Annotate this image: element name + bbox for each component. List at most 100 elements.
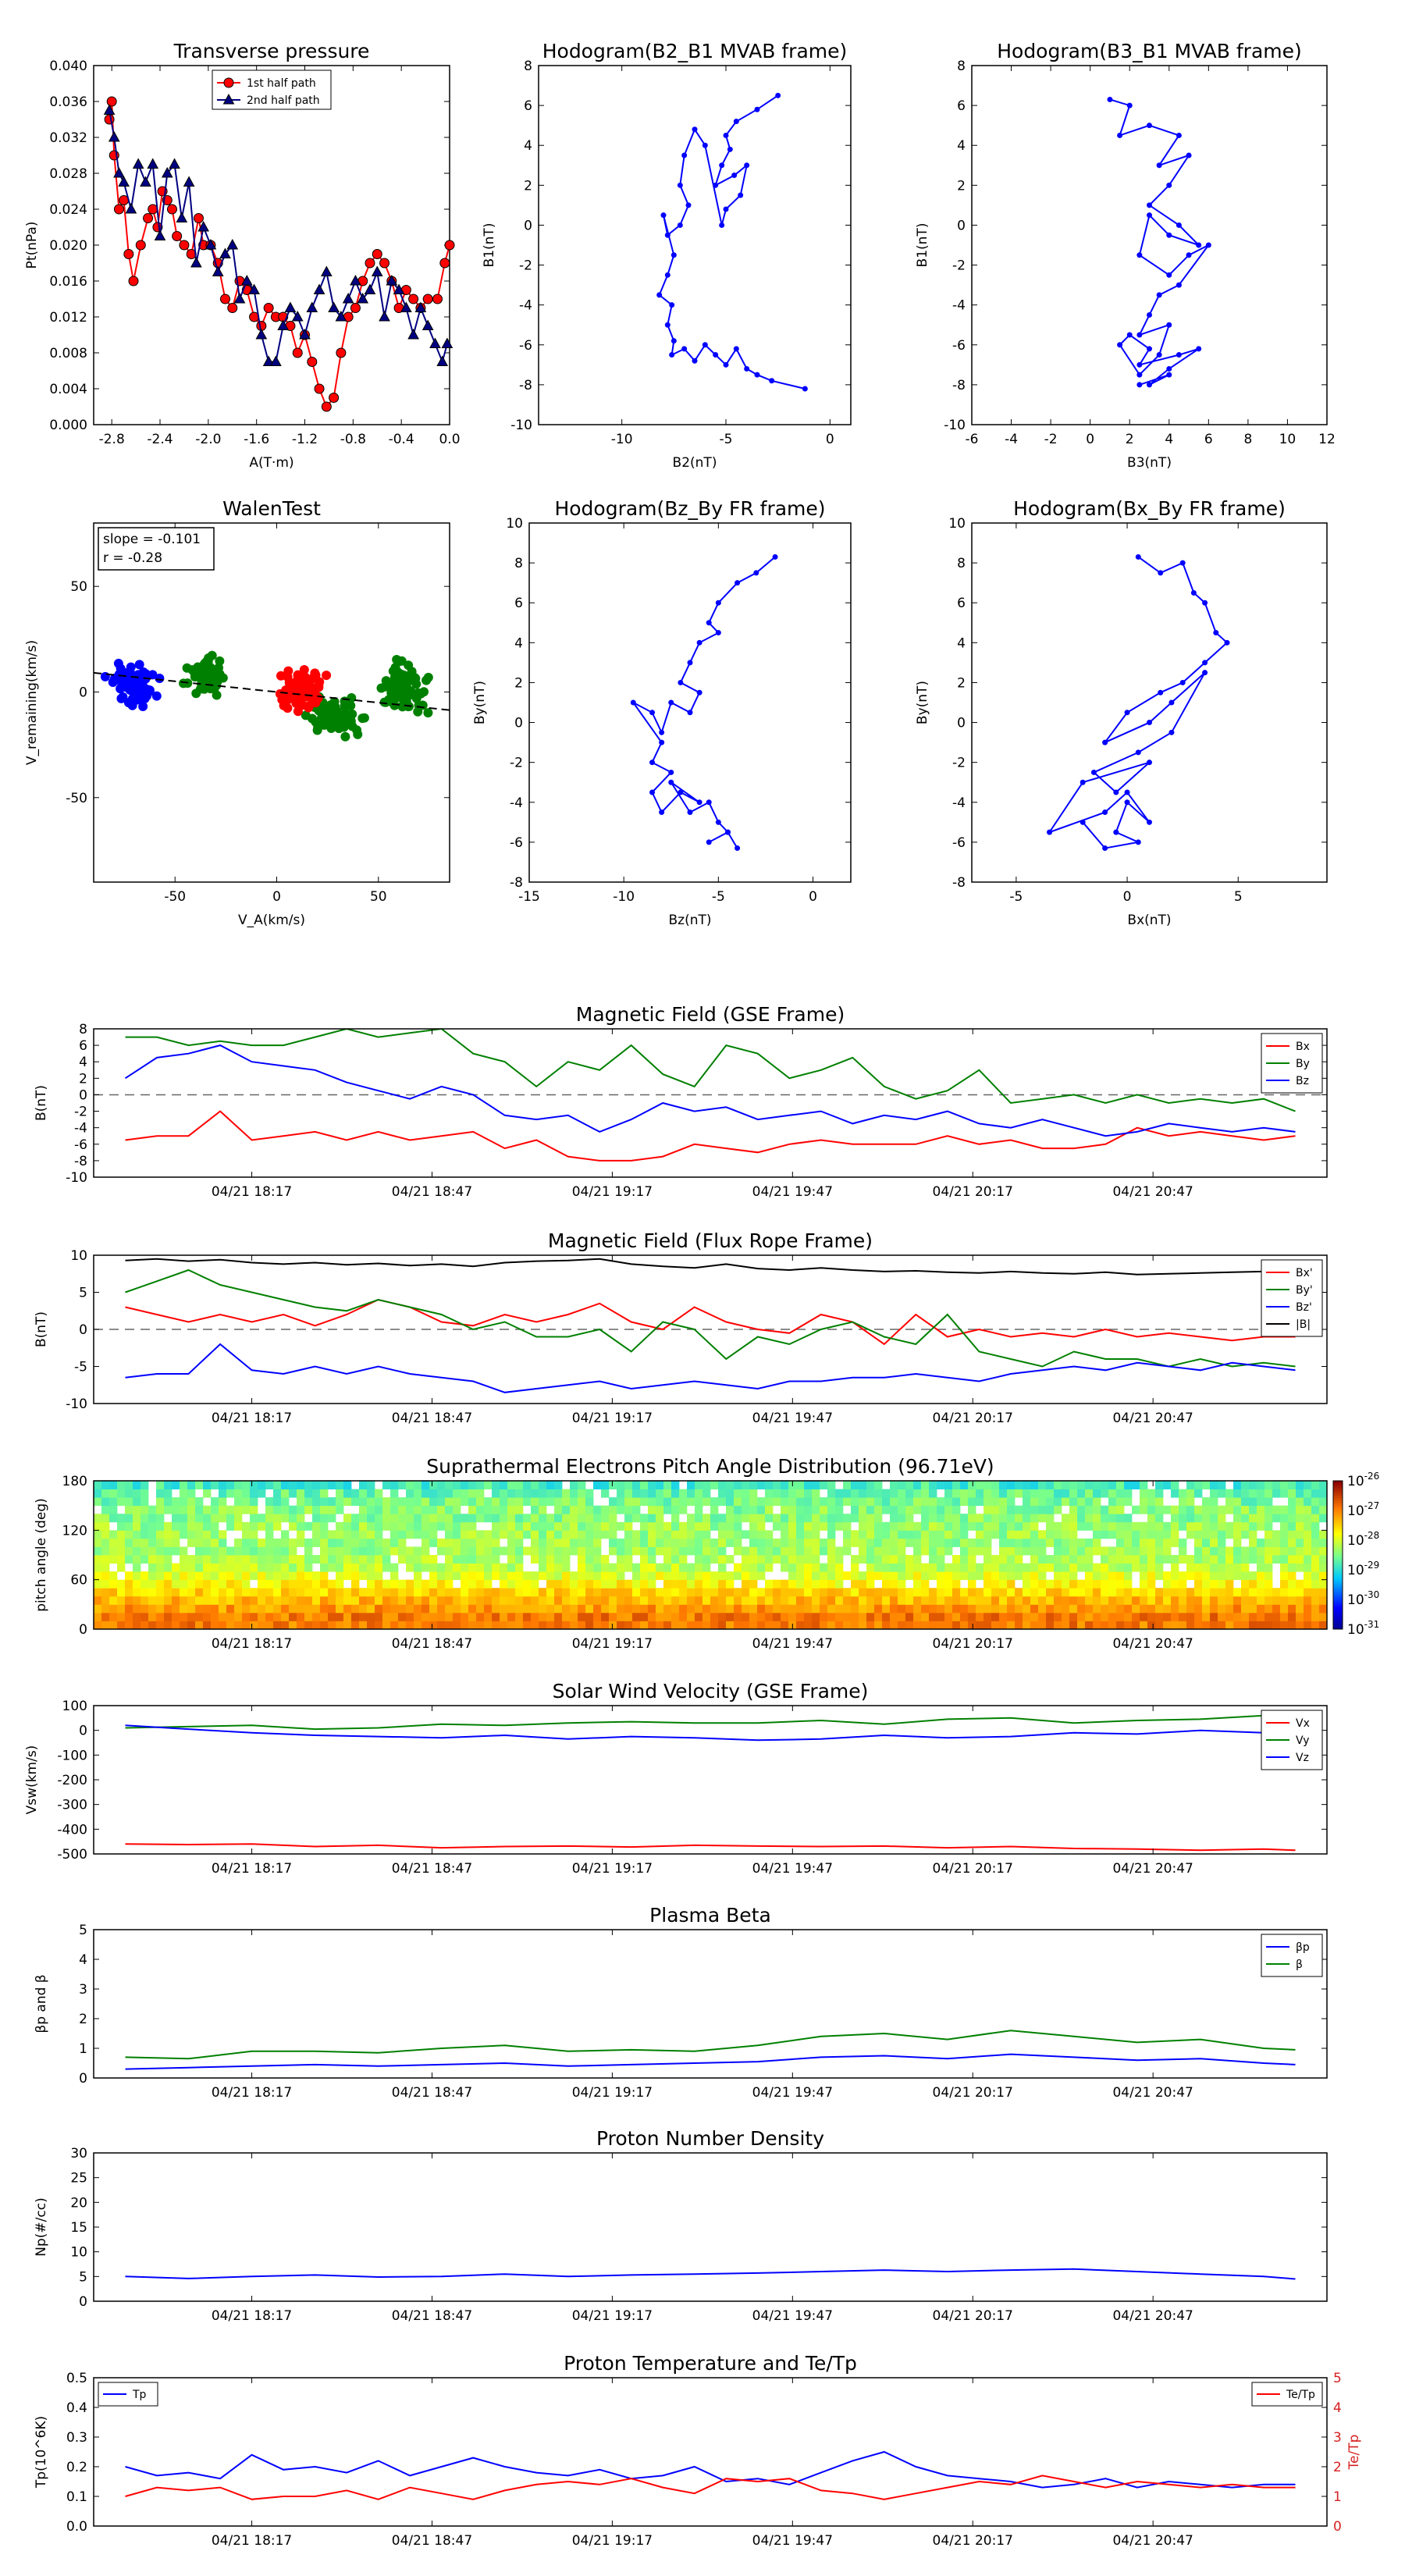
heatmap-cell [999,1521,1008,1531]
heatmap-cell [1007,1621,1016,1630]
heatmap-cell [562,1489,571,1498]
heatmap-cell [297,1481,305,1489]
heatmap-cell [1062,1489,1070,1498]
heatmap-cell [601,1555,610,1564]
heatmap-cell [242,1538,251,1547]
x-tick-label: 04/21 18:47 [392,1861,472,1877]
series-line-te-tp [125,2475,1296,2500]
heatmap-cell [1038,1546,1047,1556]
heatmap-cell [601,1579,610,1589]
heatmap-cell [671,1571,680,1581]
heatmap-cell [960,1497,969,1507]
heatmap-cell [695,1563,703,1572]
heatmap-cell [546,1596,555,1605]
heatmap-cell [461,1588,469,1597]
heatmap-cell [187,1505,196,1514]
data-point [270,355,282,366]
heatmap-cell [390,1538,399,1547]
heatmap-cell [1069,1604,1078,1614]
heatmap-cell [859,1530,867,1539]
y-tick-label: 15 [70,2220,87,2236]
heatmap-cell [905,1588,914,1597]
heatmap-cell [1030,1604,1039,1614]
heatmap-cell [180,1621,188,1630]
heatmap-cell [866,1489,875,1498]
series-line--p [125,2053,1296,2070]
y-tick-label: -100 [57,1748,87,1763]
heatmap-cell [437,1563,446,1572]
heatmap-cell [258,1489,266,1498]
data-point [1124,789,1130,795]
heatmap-cell [749,1481,758,1489]
heatmap-cell [242,1489,251,1498]
heatmap-cell [1007,1521,1016,1531]
heatmap-cell [898,1538,906,1547]
heatmap-cell [172,1621,180,1630]
heatmap-cell [336,1563,344,1572]
heatmap-cell [812,1579,820,1589]
x-tick-label: 04/21 20:47 [1112,2533,1193,2549]
heatmap-cell [851,1579,859,1589]
heatmap-cell [211,1514,219,1523]
heatmap-cell [422,1538,430,1547]
heatmap-cell [297,1571,305,1581]
heatmap-cell [461,1546,469,1556]
heatmap-cell [1015,1604,1023,1614]
heatmap-cell [1077,1596,1086,1605]
heatmap-cell [632,1621,641,1630]
heatmap-cell [258,1563,266,1572]
heatmap-cell [398,1596,407,1605]
heatmap-cell [905,1497,914,1507]
y-tick-label: 0.036 [49,94,87,110]
heatmap-cell [125,1621,133,1630]
heatmap-cell [1241,1621,1250,1630]
heatmap-cell [515,1579,524,1589]
heatmap-cell [617,1612,625,1621]
y-tick-label: -10 [944,418,966,433]
heatmap-cell [187,1588,196,1597]
heatmap-cell [898,1497,906,1507]
heatmap-cell [890,1538,898,1547]
heatmap-cell [835,1579,844,1589]
heatmap-cell [437,1505,446,1514]
x-tick-label: 04/21 19:17 [572,1636,653,1652]
heatmap-cell [422,1579,430,1589]
heatmap-cell [180,1612,188,1621]
heatmap-cell [211,1604,219,1614]
heatmap-cell [539,1571,547,1581]
heatmap-cell [1077,1538,1086,1547]
heatmap-cell [1257,1596,1265,1605]
heatmap-cell [1233,1546,1242,1556]
heatmap-cell [890,1621,898,1630]
heatmap-cell [578,1555,586,1564]
heatmap-cell [1046,1604,1055,1614]
heatmap-cell [749,1621,758,1630]
heatmap-cell [976,1514,984,1523]
heatmap-cell [1311,1563,1320,1572]
series-group [125,2268,1296,2280]
heatmap-cell [523,1481,532,1489]
data-point [336,347,347,358]
data-point [364,283,376,294]
colorbar-cell [1333,1496,1343,1499]
heatmap-cell [297,1530,305,1539]
heatmap-cell [258,1579,266,1589]
data-point [1136,382,1143,388]
heatmap-cell [195,1571,204,1581]
heatmap-cell [1272,1596,1281,1605]
heatmap-cell [1069,1579,1078,1589]
heatmap-cell [1171,1612,1179,1621]
heatmap-cell [289,1604,297,1614]
x-tick-label: -0.8 [340,432,366,447]
heatmap-cell [422,1489,430,1498]
heatmap-cell [1101,1505,1109,1514]
heatmap-cell [1147,1521,1156,1531]
heatmap-cell [140,1588,149,1597]
data-point [329,393,340,403]
heatmap-cell [687,1521,695,1531]
data-point [301,710,311,720]
heatmap-cell [804,1588,813,1597]
heatmap-cell [328,1505,336,1514]
hodogram-path [658,94,806,390]
heatmap-cell [101,1497,110,1507]
